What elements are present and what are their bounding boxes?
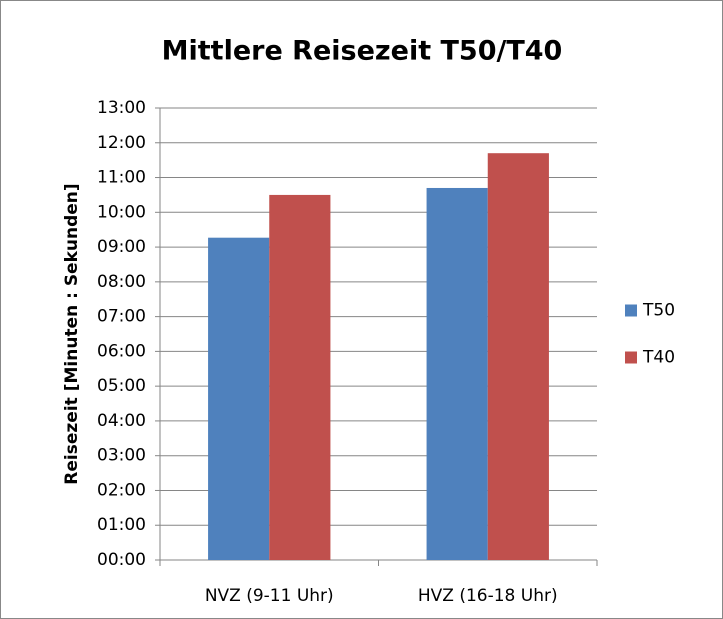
y-tick-label: 06:00 <box>97 341 146 361</box>
bar <box>269 194 331 560</box>
y-tick-label: 11:00 <box>97 168 146 188</box>
legend-swatch <box>625 304 637 317</box>
y-tick-label: 01:00 <box>97 515 146 535</box>
y-tick-label: 13:00 <box>97 98 146 118</box>
bar <box>487 153 549 560</box>
y-tick-label: 07:00 <box>97 307 146 327</box>
bar <box>426 187 488 560</box>
bar <box>208 237 270 561</box>
y-tick-label: 04:00 <box>97 411 146 431</box>
y-tick-label: 00:00 <box>97 550 146 570</box>
x-tick-label: HVZ (16-18 Uhr) <box>418 586 558 606</box>
x-tick-label: NVZ (9-11 Uhr) <box>205 586 334 606</box>
legend-swatch <box>625 351 637 364</box>
y-tick-label: 03:00 <box>97 446 146 466</box>
y-tick-label: 10:00 <box>97 202 146 222</box>
y-tick-label: 12:00 <box>97 133 146 153</box>
y-tick-label: 09:00 <box>97 237 146 257</box>
y-tick-label: 08:00 <box>97 272 146 292</box>
y-tick-label: 05:00 <box>97 376 146 396</box>
y-tick-label: 02:00 <box>97 480 146 500</box>
legend-label: T50 <box>642 301 675 321</box>
chart-title: Mittlere Reisezeit T50/T40 <box>162 36 563 67</box>
legend-label: T40 <box>642 348 675 368</box>
y-axis-label: Reisezeit [Minuten : Sekunden] <box>62 183 82 484</box>
